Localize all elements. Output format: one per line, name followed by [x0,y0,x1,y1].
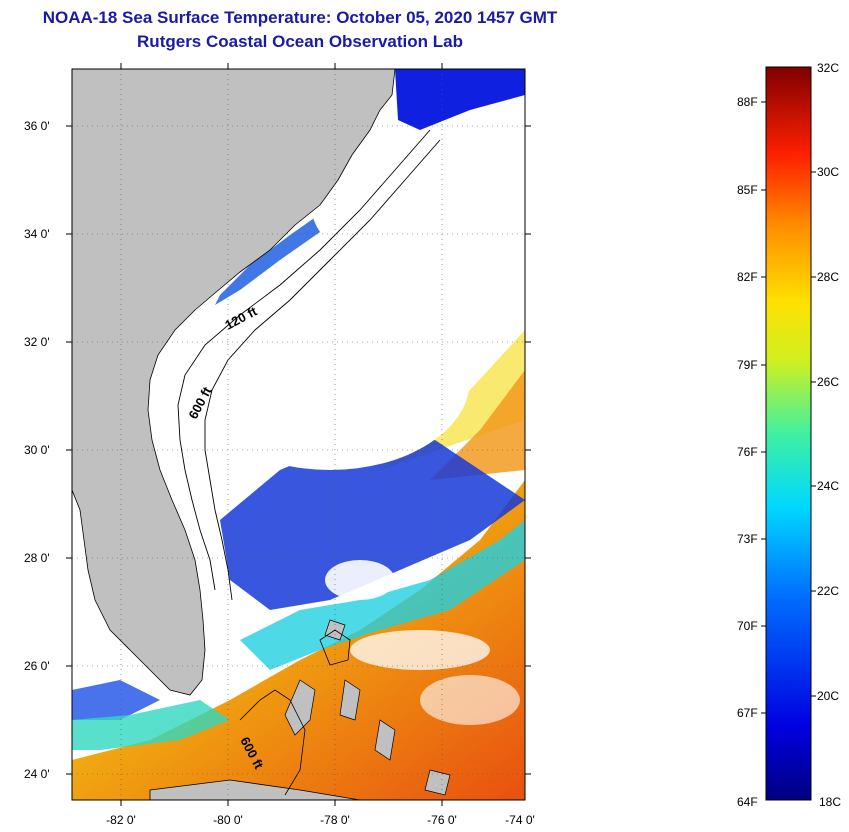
colorbar-fahrenheit-label: 73F [737,532,758,546]
colorbar-fahrenheit-label: 70F [737,619,758,633]
warm-water-region [72,480,525,800]
map-title: NOAA-18 Sea Surface Temperature: October… [42,8,558,27]
cloud-patch [350,630,490,670]
lon-label: -76 0' [427,813,457,827]
cuba-coast [149,779,361,800]
warm-east-band [430,370,525,480]
contour-120ft [177,129,431,591]
colorbar-fahrenheit-label: 76F [737,445,758,459]
colorbar-celsius-label: 30C [817,165,839,179]
colorbar-celsius-label: 18C [819,795,841,809]
colorbar-fahrenheit-label: 88F [737,95,758,109]
colorbar-ticks [761,101,816,714]
colorbar-fahrenheit-label: 82F [737,270,758,284]
colorbar-fahrenheit-label: 85F [737,183,758,197]
cold-water-region [220,430,525,610]
colorbar-celsius-label: 26C [817,375,839,389]
colorbar-fahrenheit-label: 79F [737,358,758,372]
map-subtitle: Rutgers Coastal Ocean Observation Lab [137,32,463,51]
colorbar-celsius-label: 20C [817,689,839,703]
lat-label: 32 0' [24,335,50,349]
colorbar-celsius-label: 24C [817,479,839,493]
cloud-patch [325,560,395,600]
lat-label: 24 0' [24,767,50,781]
graticule [72,69,525,800]
contour-600ft [204,139,441,601]
lon-label: -78 0' [320,813,350,827]
colorbar-celsius-label: 22C [817,584,839,598]
land-mass-us [72,69,396,696]
lon-label: -80 0' [213,813,243,827]
cloud-patch [190,290,470,470]
cloud-patch [420,675,520,725]
colorbar [765,66,812,801]
colorbar-fahrenheit-label: 64F [737,795,758,809]
lat-label: 26 0' [24,659,50,673]
lon-label: -74 0' [505,813,535,827]
colorbar-fahrenheit-label: 67F [737,706,758,720]
cyan-south-band [72,700,230,750]
contour-bahamas [239,629,351,796]
map-frame [71,68,526,801]
lon-label: -82 0' [106,813,136,827]
colorbar-celsius-label: 28C [817,270,839,284]
lat-label: 36 0' [24,119,50,133]
lat-label: 28 0' [24,551,50,565]
colorbar-celsius-label: 32C [817,61,839,75]
bahamas-islands [284,619,451,796]
axis-ticks [66,63,531,806]
lat-label: 30 0' [24,443,50,457]
cold-northeast-region [395,69,525,130]
cold-south-patch [72,680,160,720]
lat-label: 34 0' [24,227,50,241]
